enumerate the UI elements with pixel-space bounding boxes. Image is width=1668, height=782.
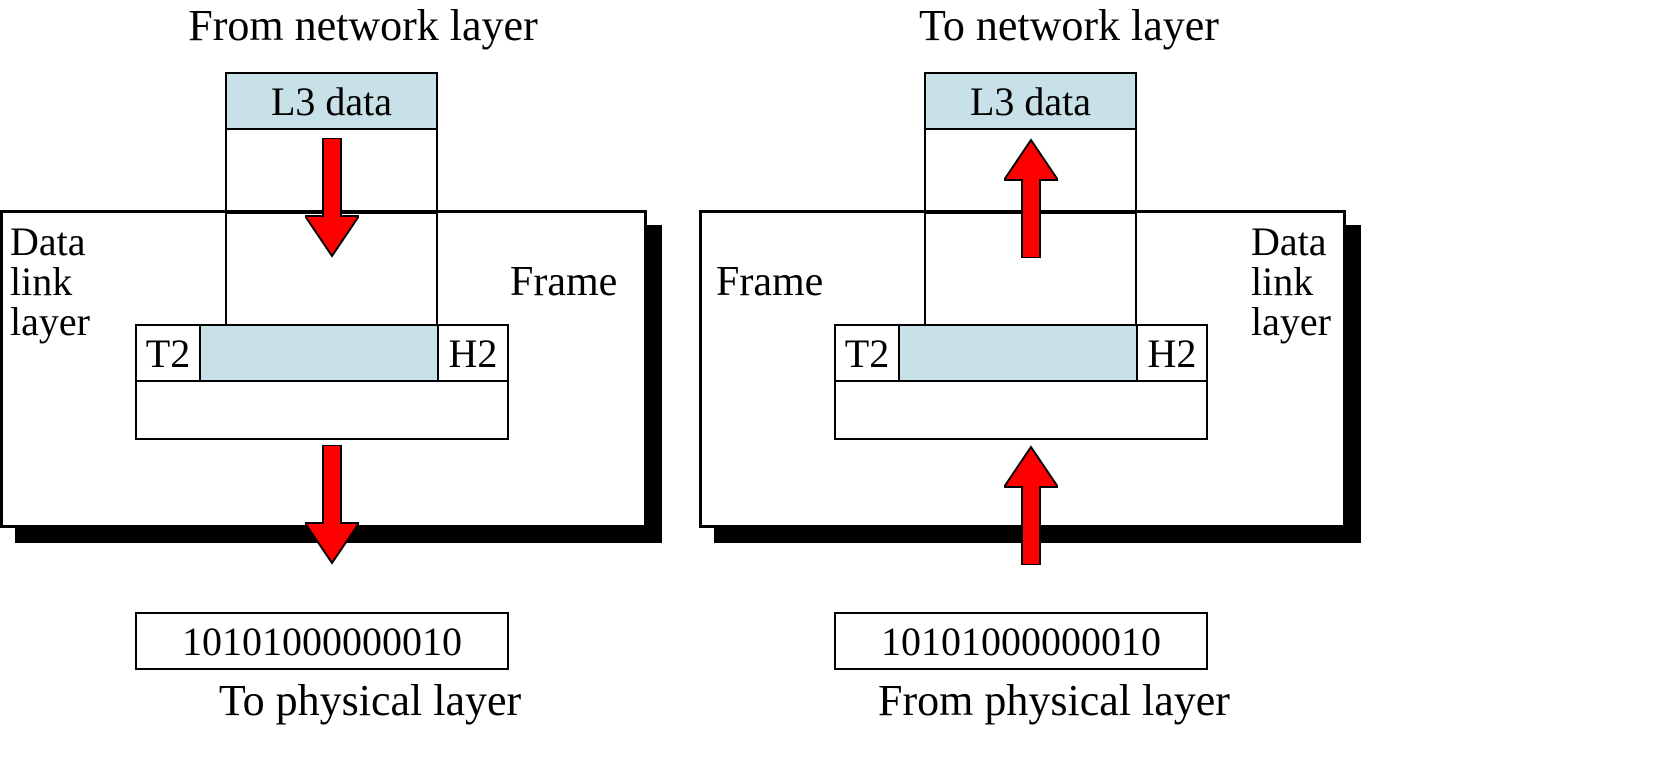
right-layer-label: Data link layer: [1251, 222, 1331, 342]
left-payload-cell: [201, 324, 437, 382]
left-frame-row: T2 H2: [135, 324, 509, 382]
right-arrow-up-1: [1004, 138, 1058, 258]
left-bottom-title: To physical layer: [175, 675, 565, 726]
right-bits-box: 10101000000010: [834, 612, 1208, 670]
right-top-title: To network layer: [869, 0, 1269, 51]
right-blank-under-row: [834, 380, 1208, 440]
left-arrow-down-2: [305, 445, 359, 565]
right-frame-row: T2 H2: [834, 324, 1208, 382]
left-l3-data-box: L3 data: [225, 72, 438, 130]
left-bits-box: 10101000000010: [135, 612, 509, 670]
right-trailer-cell: T2: [834, 324, 900, 382]
right-frame-label: Frame: [716, 258, 823, 306]
left-layer-label: Data link layer: [10, 222, 90, 342]
left-trailer-cell: T2: [135, 324, 201, 382]
left-header-cell: H2: [437, 324, 509, 382]
left-top-title: From network layer: [148, 0, 578, 51]
right-payload-cell: [900, 324, 1136, 382]
right-bottom-title: From physical layer: [839, 675, 1269, 726]
left-blank-under-row: [135, 380, 509, 440]
left-arrow-down-1: [305, 138, 359, 258]
left-frame-label: Frame: [510, 258, 617, 306]
right-arrow-up-2: [1004, 445, 1058, 565]
right-header-cell: H2: [1136, 324, 1208, 382]
right-l3-data-box: L3 data: [924, 72, 1137, 130]
